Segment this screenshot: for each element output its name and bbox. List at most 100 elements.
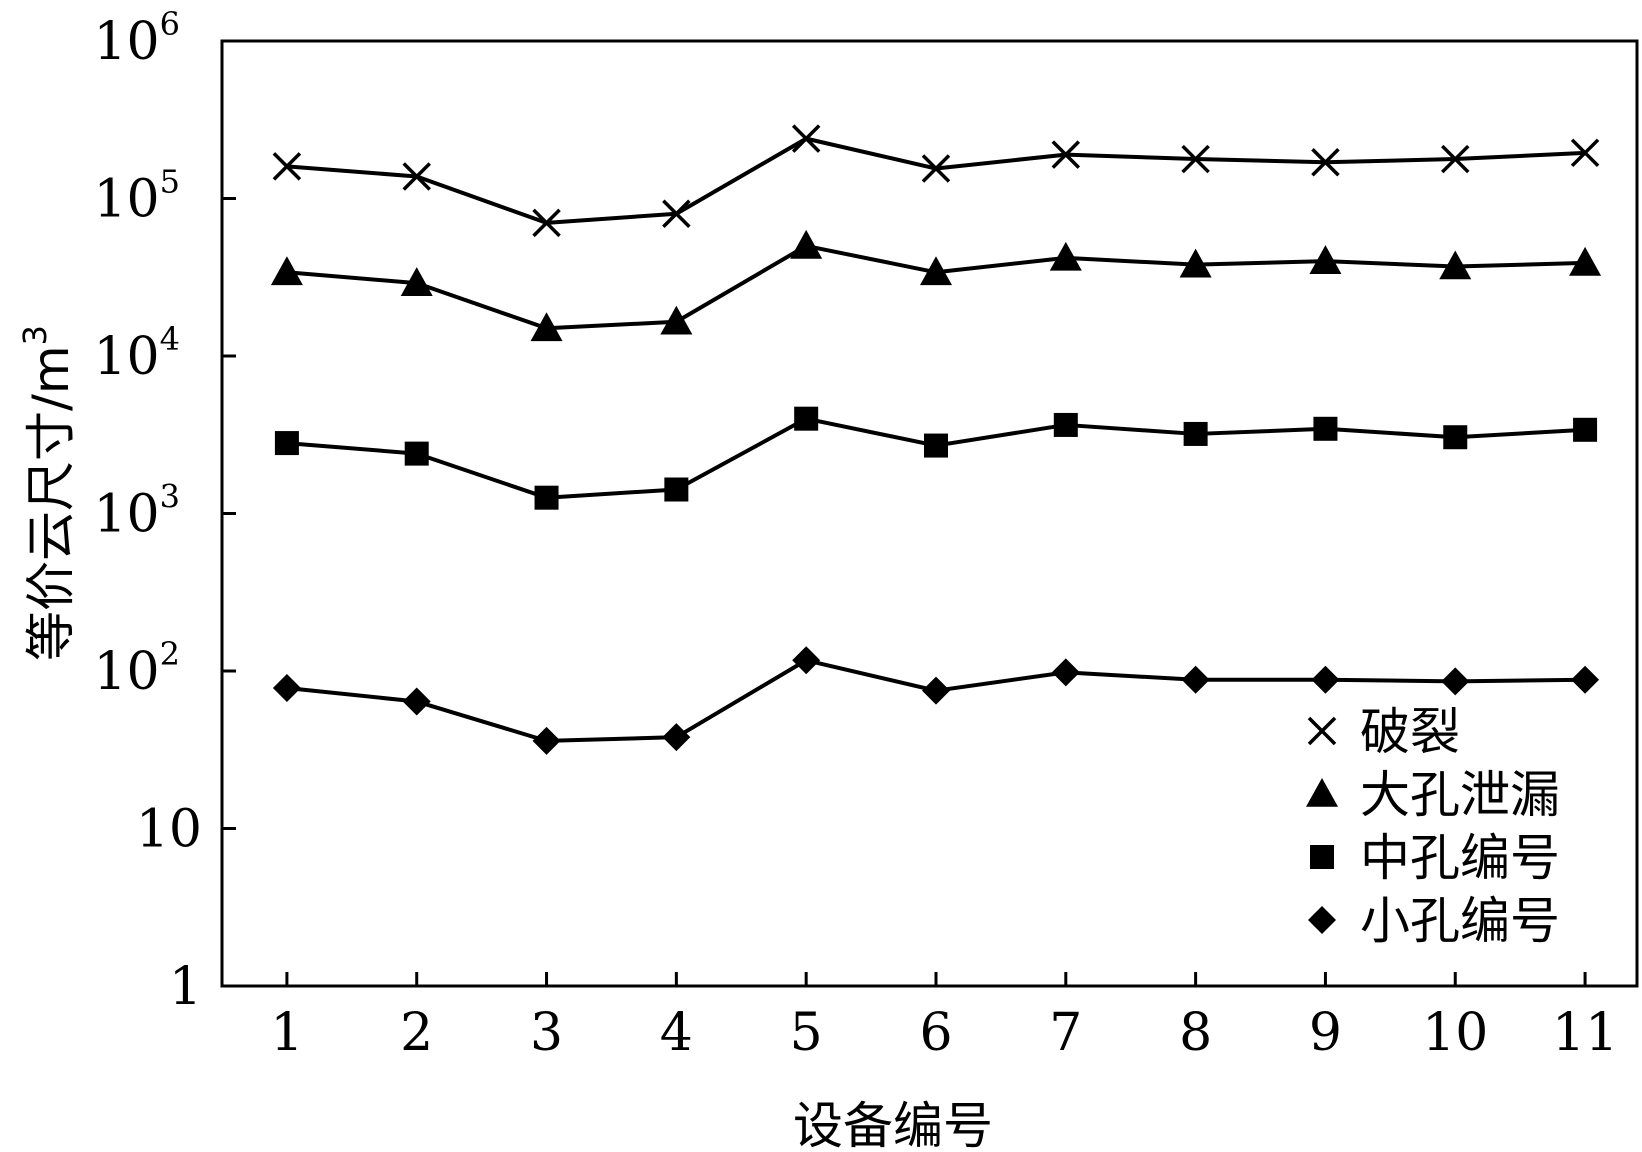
x-tick-label: 10 [1422, 1003, 1488, 1063]
y-axis-title: 等价云尺寸/m3 [16, 325, 80, 661]
data-point-square [1183, 421, 1208, 446]
data-point-square [274, 431, 299, 456]
x-tick-label: 6 [919, 1003, 952, 1063]
y-tick-label: 102 [93, 635, 180, 702]
series-diamond [272, 646, 1600, 755]
series-line [286, 136, 1586, 225]
data-point-diamond [921, 676, 950, 705]
data-point-triangle [1309, 245, 1342, 274]
data-point-diamond [1181, 665, 1210, 694]
data-point-x [1051, 140, 1081, 169]
legend-marker-triangle [1306, 778, 1338, 807]
data-point-square [1573, 417, 1598, 442]
series-x [272, 124, 1600, 238]
data-point-square [1443, 425, 1468, 450]
data-point-triangle [270, 256, 303, 286]
data-point-x [272, 152, 302, 181]
data-point-square [1053, 412, 1078, 437]
data-point-x [662, 199, 691, 229]
data-point-triangle [1439, 250, 1472, 280]
legend-label: 小孔编号 [1360, 892, 1560, 950]
y-tick-base: 10 [93, 327, 159, 387]
x-tick-label: 11 [1552, 1003, 1618, 1063]
y-tick-base: 10 [93, 12, 159, 72]
data-point-square [1313, 416, 1338, 441]
data-point-diamond [1051, 658, 1080, 687]
data-point-square [664, 477, 689, 502]
y-tick-base: 10 [93, 485, 159, 545]
data-point-x [1570, 138, 1600, 168]
data-point-square [794, 406, 819, 431]
data-point-triangle [400, 267, 433, 296]
y-tick-base: 10 [136, 800, 202, 860]
legend-label: 中孔编号 [1360, 829, 1560, 887]
x-tick-label: 4 [660, 1003, 693, 1063]
data-point-triangle [1049, 241, 1082, 271]
data-point-x [1311, 147, 1340, 177]
y-tick-base: 10 [93, 170, 159, 230]
data-point-x [1441, 144, 1470, 174]
data-point-diamond [1311, 665, 1340, 694]
series-layer [270, 124, 1602, 755]
data-point-x [402, 162, 431, 191]
data-point-diamond [402, 687, 431, 716]
y-tick-label: 103 [93, 478, 180, 545]
data-point-diamond [1441, 667, 1470, 696]
data-point-x [1181, 144, 1210, 174]
y-tick-label: 105 [93, 163, 180, 230]
legend-label: 大孔泄漏 [1360, 766, 1560, 824]
data-point-diamond [272, 673, 301, 702]
data-point-diamond [1571, 665, 1600, 694]
x-axis-title: 设备编号 [793, 1097, 993, 1152]
y-axis-title-main: 等价云尺寸/m [22, 345, 80, 661]
legend-marker-x [1307, 716, 1337, 746]
y-tick-base: 10 [93, 642, 159, 702]
legend-item: 破裂 [1307, 703, 1460, 761]
y-tick-exponent: 5 [160, 163, 180, 201]
data-point-square [923, 433, 948, 458]
y-tick-exponent: 4 [160, 320, 180, 358]
data-point-x [532, 208, 561, 238]
y-tick-label: 104 [93, 320, 180, 387]
x-tick-label: 5 [790, 1003, 823, 1063]
x-tick-label: 3 [530, 1003, 563, 1063]
y-tick-exponent: 3 [160, 478, 180, 516]
data-point-diamond [662, 723, 691, 752]
data-point-triangle [530, 312, 563, 342]
x-tick-label: 9 [1309, 1003, 1342, 1063]
data-point-x [921, 154, 951, 183]
legend-marker-diamond [1308, 906, 1336, 934]
legend-item: 大孔泄漏 [1306, 766, 1560, 824]
data-point-triangle [660, 305, 693, 335]
x-tick-label: 1 [270, 1003, 303, 1063]
legend-item: 中孔编号 [1310, 829, 1560, 887]
legend-label: 破裂 [1360, 703, 1460, 761]
x-tick-label: 8 [1179, 1003, 1212, 1063]
y-tick-label: 10 [136, 800, 202, 860]
data-point-diamond [532, 726, 561, 755]
data-point-triangle [790, 229, 823, 259]
legend-marker-square [1310, 845, 1334, 869]
data-point-x [791, 124, 821, 153]
series-line [286, 416, 1586, 500]
series-square [274, 406, 1598, 510]
legend-item: 小孔编号 [1308, 892, 1560, 950]
y-tick-exponent: 6 [160, 5, 180, 43]
y-tick-base: 1 [169, 957, 202, 1017]
series-triangle [270, 229, 1602, 342]
y-tick-exponent: 2 [160, 635, 180, 673]
data-point-square [534, 485, 559, 510]
data-point-triangle [919, 256, 952, 286]
y-axis-title-group: 等价云尺寸/m3 [16, 325, 80, 661]
data-point-triangle [1179, 248, 1212, 278]
x-axis: 1 2 3 4 5 6 7 8 9 10 11 [270, 972, 1618, 1063]
data-point-diamond [792, 646, 821, 675]
data-point-triangle [1569, 246, 1602, 276]
x-tick-label: 2 [400, 1003, 433, 1063]
data-point-square [404, 441, 429, 466]
y-tick-label: 1 [169, 957, 202, 1017]
y-axis-title-superscript: 3 [16, 325, 54, 345]
